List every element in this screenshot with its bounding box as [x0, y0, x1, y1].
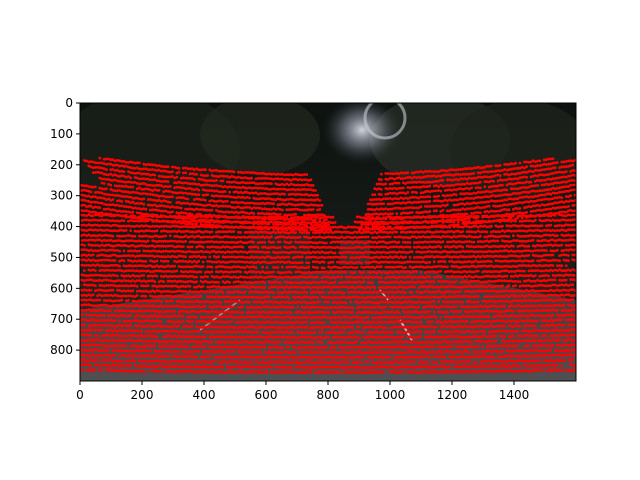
x-tick-label: 600 [255, 388, 278, 402]
x-tick-label: 400 [193, 388, 216, 402]
y-tick-label: 0 [65, 96, 73, 110]
x-tick-label: 1400 [499, 388, 530, 402]
street-photo [80, 103, 576, 381]
y-tick-label: 700 [50, 312, 73, 326]
y-tick-label: 200 [50, 158, 73, 172]
y-tick-label: 600 [50, 281, 73, 295]
y-tick-label: 100 [50, 127, 73, 141]
y-tick-label: 800 [50, 343, 73, 357]
y-tick-label: 400 [50, 220, 73, 234]
x-axis: 0 200 400 600 800 1000 1200 1400 [76, 381, 529, 402]
x-tick-label: 0 [76, 388, 84, 402]
x-tick-label: 1200 [437, 388, 468, 402]
y-axis: 0 100 200 300 400 500 600 700 800 [50, 96, 80, 357]
x-tick-label: 1000 [375, 388, 406, 402]
x-tick-label: 200 [131, 388, 154, 402]
y-tick-label: 300 [50, 189, 73, 203]
x-tick-label: 800 [317, 388, 340, 402]
lidar-points [80, 156, 576, 375]
y-tick-label: 500 [50, 250, 73, 264]
